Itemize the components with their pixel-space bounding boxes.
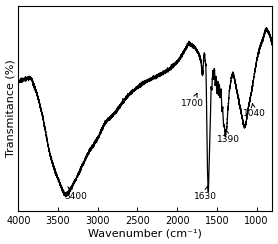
Text: 1040: 1040 <box>243 103 265 118</box>
Text: 3400: 3400 <box>64 187 87 201</box>
Y-axis label: Transmitance (%): Transmitance (%) <box>6 59 16 157</box>
X-axis label: Wavenumber (cm⁻¹): Wavenumber (cm⁻¹) <box>88 228 202 238</box>
Text: 1630: 1630 <box>194 186 217 201</box>
Text: 1700: 1700 <box>181 93 204 108</box>
Text: 1390: 1390 <box>217 130 239 144</box>
